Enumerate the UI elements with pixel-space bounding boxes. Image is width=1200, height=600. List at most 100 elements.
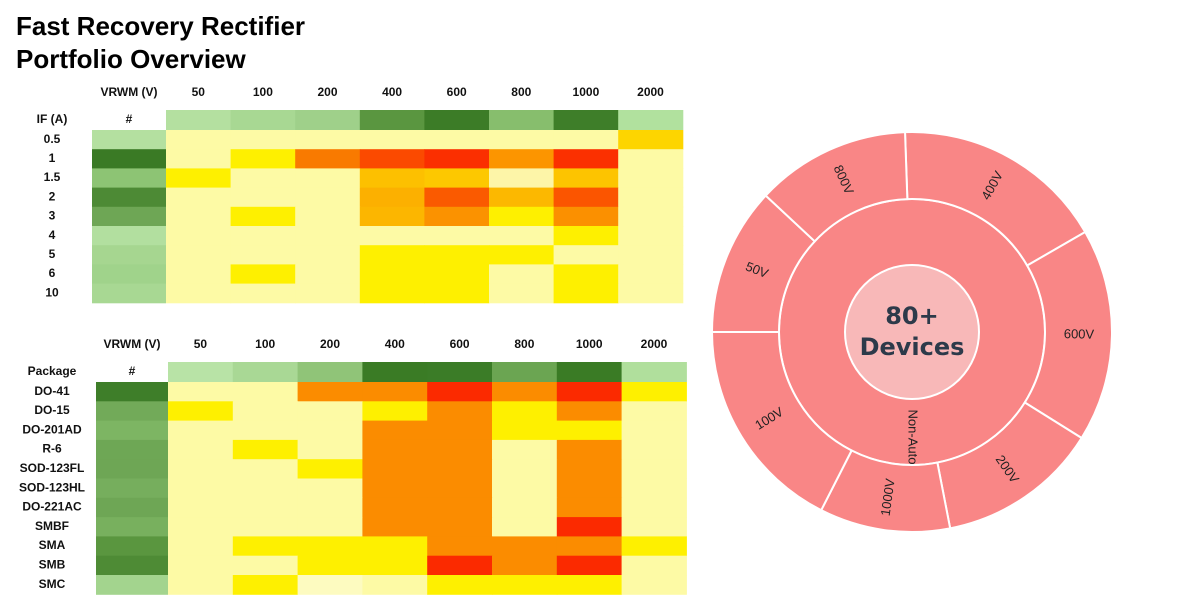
heat-cell	[230, 168, 296, 189]
heat-cell	[232, 575, 299, 595]
column-label: 1000	[576, 337, 603, 351]
heat-cell	[621, 517, 687, 537]
heat-cell	[492, 555, 558, 576]
row-label: 1.5	[44, 170, 61, 184]
heat-cell	[168, 382, 234, 402]
heat-cell	[621, 536, 687, 557]
heat-cell	[297, 517, 363, 537]
row-total	[96, 575, 168, 595]
heat-cell	[489, 283, 555, 304]
heat-cell	[424, 283, 490, 304]
row-label: SOD-123FL	[20, 461, 85, 475]
heat-cell	[362, 401, 428, 422]
heat-cell	[230, 130, 296, 150]
heat-cell	[359, 226, 425, 246]
heat-cell	[166, 206, 232, 227]
heat-cell	[553, 264, 619, 285]
heat-cell	[232, 536, 299, 557]
heat-cell	[362, 439, 428, 460]
heat-cell	[427, 401, 493, 422]
row-label: 0.5	[44, 132, 61, 146]
heat-cell	[168, 459, 234, 479]
column-total	[362, 362, 428, 382]
row-label: 4	[49, 228, 56, 242]
heat-cell	[362, 497, 428, 518]
column-total	[295, 110, 361, 130]
column-total	[232, 362, 299, 382]
heat-cell	[492, 459, 558, 479]
heat-cell	[492, 420, 558, 441]
heat-cell	[556, 439, 623, 460]
row-total	[92, 168, 166, 189]
heat-cell	[362, 420, 428, 441]
heat-cell	[168, 517, 234, 537]
row-label: DO-201AD	[22, 422, 82, 436]
heat-cell	[168, 439, 234, 460]
heat-cell	[489, 130, 555, 150]
heat-cell	[489, 226, 555, 246]
center-text: Devices	[860, 333, 965, 361]
heat-cell	[166, 168, 232, 189]
heat-cell	[489, 206, 555, 227]
column-total	[489, 110, 555, 130]
row-label: SMBF	[35, 519, 69, 533]
heat-cell	[618, 206, 684, 227]
heat-cell	[556, 478, 623, 499]
heat-cell	[359, 283, 425, 304]
column-label: 200	[320, 337, 340, 351]
heat-cell	[297, 439, 363, 460]
heat-cell	[230, 187, 296, 208]
heat-cell	[492, 517, 558, 537]
row-total	[96, 382, 168, 402]
heat-cell	[295, 187, 361, 208]
heat-cell	[168, 497, 234, 518]
center-circle	[844, 264, 980, 400]
heat-cell	[168, 401, 234, 422]
heat-cell	[427, 536, 493, 557]
heat-cell	[492, 575, 558, 595]
outer-segment	[764, 131, 909, 243]
heat-cell	[553, 283, 619, 304]
heat-cell	[362, 536, 428, 557]
heat-cell	[427, 555, 493, 576]
heat-cell	[427, 497, 493, 518]
heat-cell	[492, 478, 558, 499]
row-label: R-6	[42, 442, 62, 456]
heat-cell	[489, 187, 555, 208]
row-label: 3	[49, 209, 56, 223]
row-total	[96, 555, 168, 576]
heat-cell	[230, 206, 296, 227]
row-total	[96, 401, 168, 422]
column-total	[618, 110, 684, 130]
heat-cell	[618, 283, 684, 304]
heat-cell	[489, 264, 555, 285]
heat-cell	[556, 536, 623, 557]
heat-cell	[424, 149, 490, 169]
heat-cell	[232, 401, 299, 422]
heat-cell	[232, 420, 299, 441]
column-total	[166, 110, 232, 130]
heat-cell	[427, 478, 493, 499]
column-label: 1000	[573, 85, 600, 99]
heat-cell	[618, 149, 684, 169]
heat-cell	[621, 478, 687, 499]
heat-cell	[424, 264, 490, 285]
heat-cell	[168, 478, 234, 499]
heat-cell	[359, 168, 425, 189]
heat-cell	[553, 187, 619, 208]
heat-cell	[232, 555, 299, 576]
heat-cell	[553, 245, 619, 265]
heat-cell	[297, 536, 363, 557]
heat-cell	[489, 149, 555, 169]
heat-cell	[618, 130, 684, 150]
heat-cell	[424, 206, 490, 227]
heat-cell	[295, 206, 361, 227]
heat-cell	[359, 187, 425, 208]
heat-cell	[362, 478, 428, 499]
heat-cell	[230, 245, 296, 265]
heat-cell	[556, 497, 623, 518]
heat-cell	[489, 245, 555, 265]
column-label: 2000	[641, 337, 668, 351]
row-total	[92, 283, 166, 304]
